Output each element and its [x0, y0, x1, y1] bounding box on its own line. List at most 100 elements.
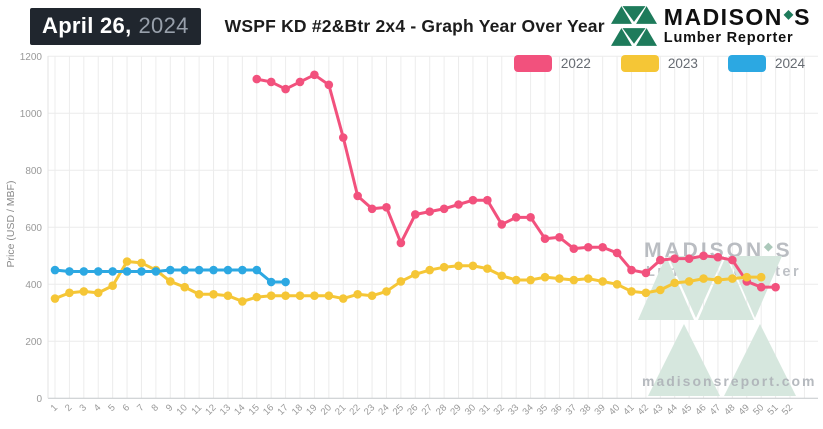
- data-point: [526, 275, 535, 285]
- data-point: [555, 232, 564, 242]
- svg-text:800: 800: [25, 166, 42, 177]
- legend-swatch-2023: [620, 55, 659, 72]
- svg-text:11: 11: [189, 402, 204, 417]
- svg-text:14: 14: [232, 402, 247, 417]
- svg-text:10: 10: [175, 402, 190, 417]
- brand-word: MADISON: [663, 4, 783, 31]
- data-point: [122, 257, 132, 266]
- data-point: [497, 271, 507, 281]
- data-point: [497, 220, 507, 229]
- svg-text:9: 9: [164, 402, 176, 414]
- data-point: [627, 287, 636, 296]
- data-point: [742, 272, 752, 282]
- svg-text:1: 1: [49, 402, 61, 414]
- svg-text:32: 32: [492, 402, 507, 417]
- brand-suffix: S: [794, 4, 811, 31]
- svg-text:2: 2: [63, 402, 75, 414]
- svg-text:49: 49: [737, 402, 752, 417]
- series-2023: [50, 257, 766, 306]
- maple-leaf-icon: ◆: [783, 7, 794, 22]
- svg-text:46: 46: [693, 402, 708, 417]
- data-point: [612, 280, 622, 289]
- data-point: [670, 278, 680, 288]
- svg-text:21: 21: [333, 402, 348, 417]
- data-point: [50, 265, 60, 275]
- legend-label-2024: 2024: [774, 56, 805, 71]
- data-point: [483, 195, 492, 205]
- data-point: [266, 277, 276, 287]
- data-point: [411, 210, 420, 219]
- svg-text:400: 400: [25, 280, 42, 291]
- svg-text:15: 15: [247, 402, 262, 417]
- data-point: [511, 275, 521, 285]
- svg-text:41: 41: [621, 402, 636, 417]
- brand-logo: MADISON◆S Lumber Reporter: [610, 6, 811, 46]
- data-point: [540, 234, 550, 243]
- data-point: [728, 274, 737, 283]
- data-point: [209, 265, 218, 275]
- svg-text:17: 17: [275, 402, 290, 417]
- data-point: [295, 77, 305, 87]
- data-point: [180, 265, 190, 275]
- svg-text:39: 39: [593, 402, 608, 417]
- legend-swatch-2024: [727, 55, 766, 72]
- svg-text:4: 4: [92, 402, 104, 414]
- svg-text:3: 3: [77, 402, 89, 414]
- legend-item-2023[interactable]: 2023: [620, 55, 698, 72]
- svg-text:18: 18: [290, 402, 305, 417]
- data-point: [656, 255, 665, 265]
- header: April 26, 2024 WSPF KD #2&Btr 2x4 - Grap…: [0, 0, 823, 52]
- series-2024: [50, 265, 290, 287]
- data-point: [641, 268, 651, 278]
- data-point: [93, 267, 103, 276]
- svg-text:47: 47: [708, 402, 723, 417]
- svg-text:6: 6: [121, 402, 133, 414]
- data-point: [65, 267, 74, 276]
- svg-text:51: 51: [765, 402, 780, 417]
- svg-text:35: 35: [535, 402, 550, 417]
- data-point: [598, 242, 607, 252]
- svg-text:29: 29: [448, 402, 463, 417]
- data-point: [713, 275, 723, 285]
- svg-text:200: 200: [25, 337, 42, 348]
- data-point: [338, 294, 348, 303]
- data-point: [310, 70, 319, 80]
- legend-swatch-2022: [513, 55, 552, 72]
- brand-name: MADISON◆S: [664, 6, 811, 29]
- page-title: WSPF KD #2&Btr 2x4 - Graph Year Over Yea…: [224, 15, 605, 36]
- svg-text:34: 34: [520, 402, 535, 417]
- data-point: [641, 288, 651, 298]
- data-point: [583, 274, 593, 283]
- data-point: [165, 265, 175, 275]
- data-point: [555, 274, 564, 283]
- data-point: [165, 277, 175, 286]
- svg-text:600: 600: [25, 223, 42, 234]
- data-point: [238, 265, 247, 275]
- svg-text:40: 40: [607, 402, 622, 417]
- data-point: [324, 291, 334, 300]
- data-point: [324, 80, 334, 90]
- data-point: [65, 288, 74, 298]
- svg-text:24: 24: [376, 402, 391, 417]
- data-point: [252, 292, 262, 302]
- data-point: [367, 291, 377, 300]
- data-point: [454, 200, 463, 209]
- svg-text:1000: 1000: [20, 109, 43, 120]
- data-point: [411, 270, 420, 279]
- data-point: [656, 285, 665, 295]
- svg-text:36: 36: [549, 402, 564, 417]
- data-point: [771, 282, 780, 292]
- data-point: [569, 275, 579, 285]
- data-point: [122, 267, 132, 276]
- legend-item-2024[interactable]: 2024: [727, 55, 805, 72]
- data-point: [439, 204, 449, 214]
- svg-text:5: 5: [106, 402, 118, 414]
- svg-text:23: 23: [362, 402, 377, 417]
- data-point: [223, 291, 233, 300]
- data-point: [627, 265, 636, 275]
- y-axis-label: Price (USD / MBF): [5, 181, 17, 268]
- data-point: [756, 272, 766, 282]
- data-point: [367, 204, 377, 214]
- legend-item-2022[interactable]: 2022: [513, 55, 591, 72]
- data-point: [151, 267, 161, 276]
